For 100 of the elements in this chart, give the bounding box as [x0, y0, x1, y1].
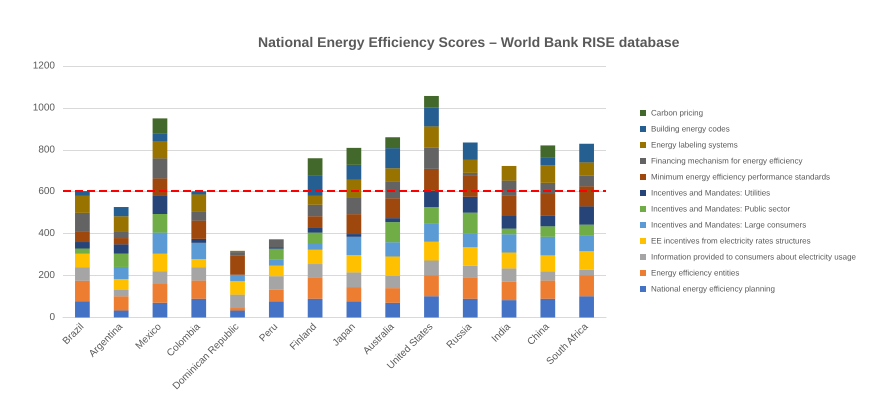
- bar: [152, 271, 168, 284]
- bar: [424, 96, 439, 108]
- legend-label: Energy efficiency entities: [651, 268, 740, 278]
- bar: [191, 267, 206, 281]
- bar: [308, 176, 322, 196]
- bar: [346, 301, 362, 318]
- bar: [424, 190, 439, 208]
- y-tick-label: 800: [38, 144, 56, 156]
- bar: [346, 236, 362, 256]
- bar: [152, 302, 168, 318]
- legend-label: Incentives and Mandates: Large consumers: [651, 220, 806, 230]
- legend-label: EE incentives from electricity rates structures: [651, 236, 811, 246]
- bar: [540, 226, 556, 237]
- bar: [424, 260, 439, 276]
- bar: [75, 212, 90, 232]
- bar: [268, 259, 284, 266]
- bar: [540, 216, 556, 226]
- bar: [540, 145, 556, 158]
- bar: [385, 242, 400, 256]
- bar: [502, 195, 516, 216]
- bar: [424, 296, 439, 318]
- bar: [191, 238, 206, 243]
- bar: [152, 214, 168, 233]
- bar: [579, 186, 594, 206]
- bar: [191, 242, 206, 259]
- bar: [579, 270, 594, 276]
- bar: [540, 236, 556, 256]
- bar: [424, 126, 439, 148]
- bar: [308, 216, 322, 228]
- bar: [114, 231, 129, 238]
- bar: [462, 247, 478, 266]
- bar: [385, 288, 400, 303]
- bar: [191, 220, 206, 239]
- bar: [502, 215, 516, 229]
- bar: [308, 243, 322, 250]
- bar: [114, 254, 129, 267]
- bar: [75, 280, 90, 302]
- bar: [385, 302, 400, 318]
- bar: [424, 242, 439, 260]
- bar: [152, 118, 168, 134]
- bar: [462, 234, 478, 248]
- bar: [230, 308, 245, 311]
- legend-label: Incentives and Mandates: Utilities: [651, 188, 770, 198]
- bar: [346, 197, 362, 214]
- bar: [114, 266, 129, 280]
- bar: [75, 248, 90, 254]
- bar: [230, 294, 245, 308]
- bar: [75, 196, 90, 213]
- bar: [385, 198, 400, 218]
- bar: [308, 264, 322, 278]
- bar: [308, 204, 322, 216]
- bar: [540, 165, 556, 183]
- bar: [308, 227, 322, 233]
- bar: [462, 278, 478, 299]
- bar: [114, 238, 129, 244]
- bar: [385, 256, 400, 276]
- bar: [114, 207, 129, 216]
- bar: [346, 180, 362, 198]
- y-tick-label: 200: [38, 270, 56, 282]
- bar: [462, 212, 478, 234]
- bar: [152, 232, 168, 254]
- bar: [308, 232, 322, 244]
- bar: [540, 298, 556, 318]
- bar: [75, 254, 90, 268]
- bar: [579, 144, 594, 162]
- bar: [114, 290, 129, 296]
- bar: [308, 158, 322, 176]
- bar: [191, 280, 206, 299]
- bar: [502, 166, 516, 181]
- bar: [346, 148, 362, 165]
- bar: [114, 244, 129, 254]
- bar: [424, 108, 439, 126]
- bar: [114, 310, 129, 318]
- bar: [230, 310, 245, 318]
- bar: [462, 196, 478, 213]
- bar: [152, 254, 168, 272]
- legend-label: Minimum energy efficiency performance standards: [651, 172, 830, 182]
- legend-label: Building energy codes: [651, 124, 730, 134]
- bar: [462, 298, 478, 318]
- bar: [308, 250, 322, 264]
- bar: [268, 276, 284, 290]
- legend-label: Information provided to consumers about electricity usage: [651, 252, 857, 262]
- bar: [540, 271, 556, 281]
- bar: [579, 162, 594, 176]
- legend-label: National energy efficiency planning: [651, 284, 775, 294]
- bar: [75, 242, 90, 249]
- bar: [75, 231, 90, 242]
- bar: [346, 255, 362, 272]
- bar: [385, 222, 400, 242]
- bar: [308, 278, 322, 299]
- bar: [191, 194, 206, 212]
- bar: [540, 194, 556, 216]
- bar: [268, 266, 284, 276]
- bar: [152, 133, 168, 142]
- bar: [346, 214, 362, 234]
- bar: [540, 157, 556, 166]
- bar: [579, 235, 594, 252]
- bar: [268, 239, 284, 248]
- legend-label: Carbon pricing: [651, 108, 704, 118]
- bar: [462, 172, 478, 176]
